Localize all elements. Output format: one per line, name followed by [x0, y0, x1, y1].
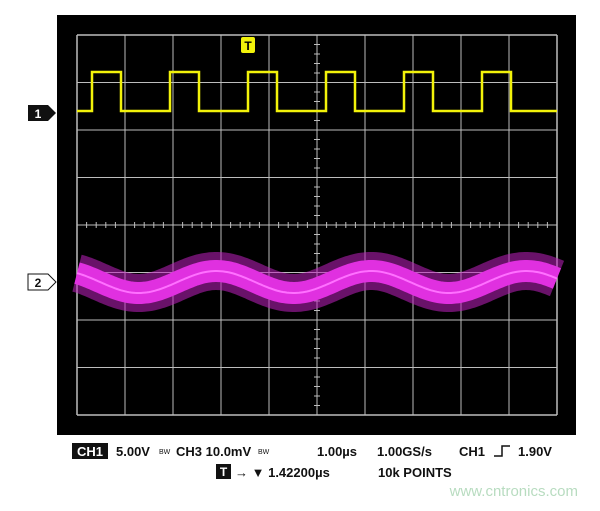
trigger-badge: T [220, 465, 228, 479]
ch2-waveform [72, 252, 565, 312]
trigger-source: CH1 [459, 444, 485, 459]
ch1-bw: BW [159, 449, 171, 456]
ch2-marker-shape [27, 273, 57, 291]
ch1-marker-shape [28, 105, 56, 121]
ch1-scale: 5.00V [116, 444, 150, 459]
trigger-slope-icon [494, 445, 510, 457]
trigger-badge-box [216, 464, 231, 479]
ch3-bw: BW [258, 449, 270, 456]
sample-rate: 1.00GS/s [377, 444, 432, 459]
ch2-marker: 2 [35, 276, 42, 290]
ch1-badge: CH1 [77, 444, 103, 459]
ch1-waveform [77, 70, 557, 113]
trigger-marker-box [241, 37, 255, 53]
trigger-level: 1.90V [518, 444, 552, 459]
record-length: 10k POINTS [378, 465, 452, 480]
trigger-position: → ▼ 1.42200µs [235, 465, 330, 480]
ch2-trace [76, 270, 558, 294]
ch3-scale: CH3 10.0mV [176, 444, 251, 459]
ch1-marker: 1 [35, 107, 42, 121]
watermark: www.cntronics.com [449, 483, 578, 500]
timebase: 1.00µs [317, 444, 357, 459]
ch1-badge-box [72, 443, 108, 459]
trigger-marker: T [244, 39, 252, 53]
graticule [76, 34, 558, 416]
